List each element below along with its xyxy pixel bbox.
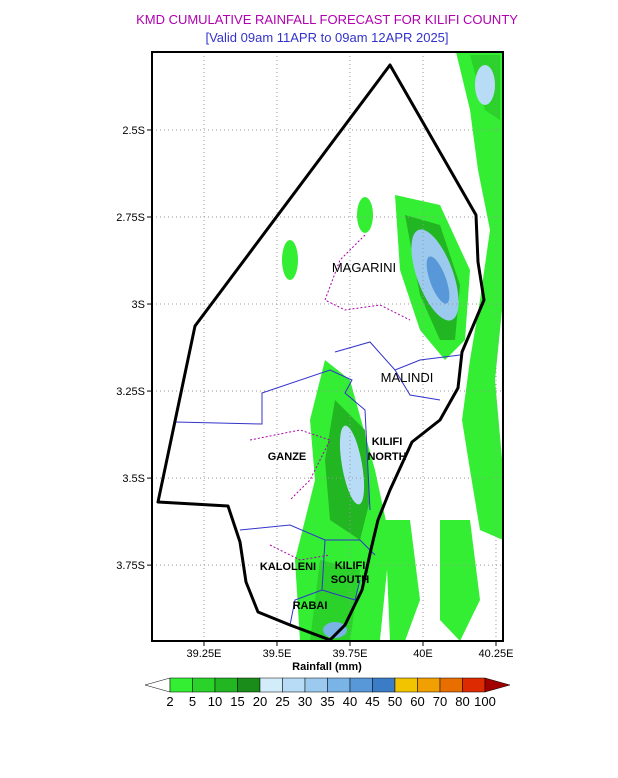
region-label: KILIFI — [372, 436, 403, 448]
colorbar-box — [304, 677, 328, 693]
region-label: GANZE — [268, 451, 307, 463]
colorbar-box — [259, 677, 283, 693]
region-label: KALOLENI — [260, 561, 316, 573]
region-label: SOUTH — [331, 574, 370, 586]
colorbar: 2 5 10 15 20 25 30 35 40 45 50 60 70 80 100 — [144, 677, 511, 709]
colorbar-box — [214, 677, 238, 693]
colorbar-box — [349, 677, 373, 693]
y-tick-label: 3.25S — [116, 386, 145, 398]
colorbar-box — [237, 677, 261, 693]
colorbar-tick-label: 25 — [275, 694, 289, 709]
colorbar-box — [192, 677, 216, 693]
region-label: MALINDI — [381, 370, 434, 385]
colorbar-tick-label: 30 — [298, 694, 312, 709]
colorbar-under — [144, 677, 171, 693]
map-frame — [151, 51, 504, 642]
colorbar-tick-label: 2 — [166, 694, 173, 709]
colorbar-box — [462, 677, 486, 693]
colorbar-box — [327, 677, 351, 693]
region-label: KILIFI — [335, 560, 366, 572]
colorbar-tick-label: 15 — [230, 694, 244, 709]
colorbar-tick-label: 45 — [365, 694, 379, 709]
x-tick-label: 39.25E — [187, 648, 222, 660]
colorbar-tick-label: 40 — [343, 694, 357, 709]
x-tick-label: 39.5E — [263, 648, 292, 660]
y-tick-label: 3S — [132, 299, 145, 311]
x-tick-label: 40E — [413, 648, 433, 660]
colorbar-box — [417, 677, 441, 693]
boundaries — [156, 63, 486, 642]
colorbar-box — [439, 677, 463, 693]
rainfall-field — [282, 52, 503, 641]
colorbar-tick-label: 35 — [320, 694, 334, 709]
x-tick-label: 40.25E — [479, 648, 514, 660]
colorbar-tick-label: 50 — [388, 694, 402, 709]
colorbar-tick-label: 20 — [253, 694, 267, 709]
y-tick-label: 3.5S — [122, 473, 145, 485]
colorbar-box — [394, 677, 418, 693]
colorbar-tick-label: 60 — [410, 694, 424, 709]
region-label: MAGARINI — [332, 260, 396, 275]
colorbar-box — [169, 677, 193, 693]
colorbar-box — [372, 677, 396, 693]
colorbar-label: Rainfall (mm) — [292, 661, 362, 673]
x-tick-label: 39.75E — [333, 648, 368, 660]
colorbar-tick-label: 100 — [474, 694, 496, 709]
colorbar-over — [484, 677, 511, 693]
map-subtitle: [Valid 09am 11APR to 09am 12APR 2025] — [205, 30, 448, 45]
colorbar-tick-label: 5 — [189, 694, 196, 709]
y-tick-label: 2.75S — [116, 212, 145, 224]
region-label: NORTH — [367, 451, 406, 463]
y-tick-label: 2.5S — [122, 125, 145, 137]
colorbar-box — [282, 677, 306, 693]
colorbar-tick-label: 10 — [208, 694, 222, 709]
region-labels: MAGARINI MALINDI KILIFI NORTH GANZE KALO… — [260, 260, 433, 612]
map-title: KMD CUMULATIVE RAINFALL FORECAST FOR KIL… — [136, 12, 518, 27]
colorbar-tick-label: 70 — [433, 694, 447, 709]
colorbar-tick-label: 80 — [455, 694, 469, 709]
y-tick-label: 3.75S — [116, 560, 145, 572]
region-label: RABAI — [293, 600, 328, 612]
